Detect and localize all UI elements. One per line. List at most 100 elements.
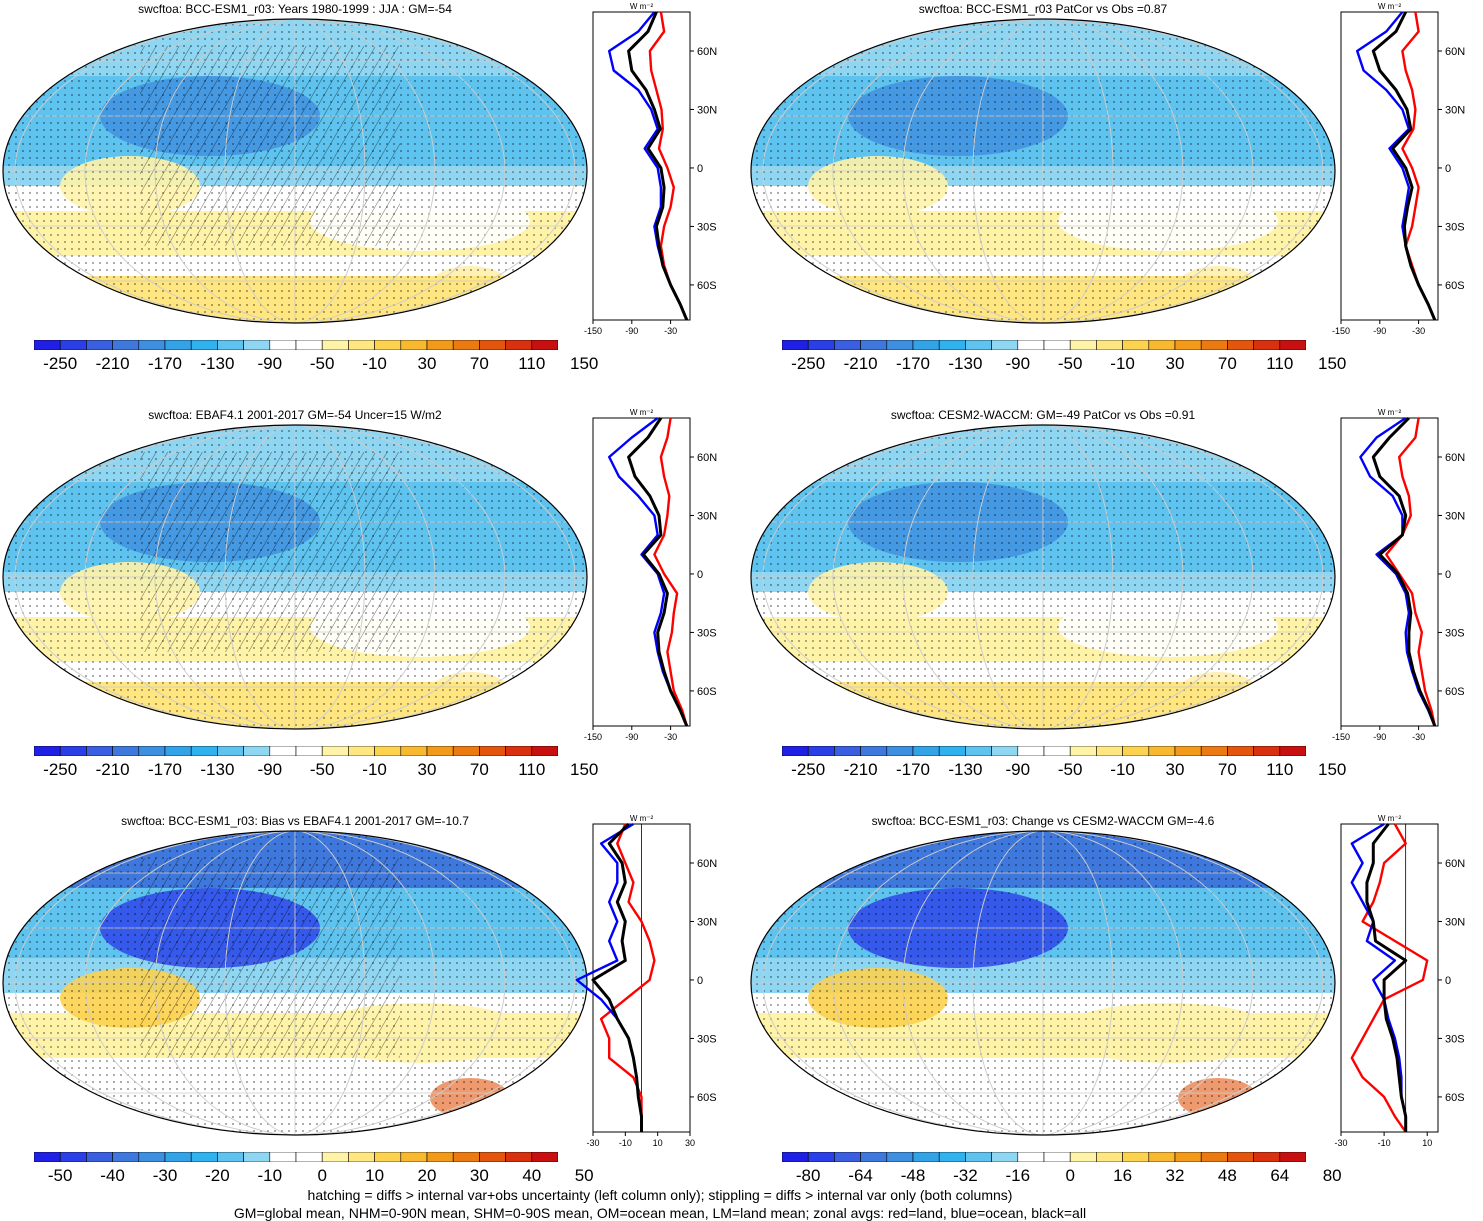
lat-tick-label: 30S bbox=[1445, 221, 1465, 233]
colorbar-tick-label: 30 bbox=[417, 354, 437, 373]
zonal-line-ocean bbox=[1350, 822, 1407, 1132]
map-plot bbox=[2, 424, 588, 730]
map-plot bbox=[750, 18, 1336, 324]
colorbar-tick-label: -250 bbox=[791, 354, 826, 373]
colorbar-tick-label: 30 bbox=[469, 1166, 489, 1185]
graticule-lon bbox=[832, 425, 1254, 729]
colorbar-swatch bbox=[531, 340, 558, 350]
colorbar-swatch bbox=[938, 1152, 966, 1162]
zonal-units-label: W m⁻² bbox=[1378, 2, 1402, 11]
zonal-frame bbox=[592, 417, 691, 727]
colorbar-swatch bbox=[426, 1152, 454, 1162]
lat-tick-label: 60S bbox=[1445, 280, 1465, 292]
lat-tick-label: 30S bbox=[697, 221, 717, 233]
colorbar-swatch bbox=[321, 1152, 349, 1162]
colorbar-swatch bbox=[217, 1152, 244, 1162]
graticule-lon bbox=[14, 831, 576, 1135]
colorbar-swatch bbox=[782, 746, 809, 756]
colorbar-swatch bbox=[59, 1152, 87, 1162]
graticule-lon bbox=[14, 19, 576, 323]
colorbar-swatch bbox=[190, 340, 218, 350]
lat-tick-label: 60N bbox=[697, 452, 717, 464]
colorbar-swatch bbox=[1096, 1152, 1123, 1162]
zonal-line-all bbox=[1371, 416, 1437, 727]
zonal-x-tick-label: -150 bbox=[1332, 326, 1350, 336]
map-plot bbox=[750, 424, 1336, 730]
colorbar-tick-label: 32 bbox=[1165, 1166, 1185, 1185]
colorbar-tick-label: -40 bbox=[100, 1166, 125, 1185]
colorbar-swatch bbox=[452, 340, 480, 350]
colorbar-swatch bbox=[1227, 1152, 1254, 1162]
colorbar-swatch bbox=[34, 1152, 61, 1162]
colorbar-tick-label: 70 bbox=[469, 760, 489, 779]
lat-tick-label: 0 bbox=[697, 975, 703, 987]
colorbar-swatch bbox=[452, 1152, 480, 1162]
colorbar-tick-label: -130 bbox=[200, 760, 235, 779]
lat-tick-label: 60N bbox=[697, 858, 717, 870]
map-border bbox=[750, 18, 1336, 324]
colorbar-swatch bbox=[1174, 340, 1202, 350]
graticule-lon bbox=[762, 831, 1324, 1135]
colorbar bbox=[34, 340, 558, 350]
colorbar-swatch bbox=[374, 746, 402, 756]
zonal-mean-plot: W m⁻² 60N 30N 0 30S 60S -150 -90 -30 bbox=[1332, 2, 1465, 336]
colorbar bbox=[34, 1152, 558, 1162]
colorbar-swatch bbox=[269, 746, 297, 756]
colorbar-tick-label: -50 bbox=[309, 354, 335, 373]
zonal-mean-plot: W m⁻² 60N 30N 0 30S 60S -150 -90 -30 bbox=[584, 408, 717, 742]
colorbar-swatch bbox=[295, 746, 323, 756]
graticule-lon bbox=[84, 425, 506, 729]
lat-tick-label: 30N bbox=[1445, 510, 1465, 522]
colorbar-swatch bbox=[295, 340, 323, 350]
colorbar-swatch bbox=[321, 340, 349, 350]
graticule-lon bbox=[84, 831, 506, 1135]
graticule-lon bbox=[224, 425, 366, 729]
zonal-units-label: W m⁻² bbox=[630, 408, 654, 417]
colorbar bbox=[782, 1152, 1306, 1162]
panel-title: swcftoa: CESM2-WACCM: GM=-49 PatCor vs O… bbox=[890, 408, 1196, 422]
colorbar-swatch bbox=[1200, 340, 1228, 350]
map-plot bbox=[2, 18, 588, 324]
zonal-mean-plot: W m⁻² 60N 30N 0 30S 60S -30 -10 10 30 bbox=[575, 814, 717, 1148]
colorbar-tick-label: -50 bbox=[1057, 354, 1083, 373]
colorbar-tick-label: -90 bbox=[1005, 354, 1031, 373]
graticule-lon bbox=[154, 425, 436, 729]
colorbar-tick-label: 110 bbox=[518, 760, 546, 779]
zonal-x-tick-label: -30 bbox=[664, 732, 677, 742]
colorbar-swatch bbox=[1017, 746, 1045, 756]
zonal-frame bbox=[1340, 11, 1439, 321]
zonal-units-label: W m⁻² bbox=[1378, 814, 1402, 823]
colorbar-swatch bbox=[164, 746, 192, 756]
colorbar-tick-label: -210 bbox=[843, 354, 878, 373]
colorbar-swatch bbox=[1017, 340, 1045, 350]
colorbar-tick-label: -250 bbox=[43, 760, 78, 779]
panel-title: swcftoa: BCC-ESM1_r03: Change vs CESM2-W… bbox=[871, 814, 1215, 828]
colorbar-swatch bbox=[938, 340, 966, 350]
colorbar-swatch bbox=[1174, 746, 1202, 756]
colorbar-swatch bbox=[269, 340, 297, 350]
colorbar-swatch bbox=[164, 1152, 192, 1162]
lat-tick-label: 30N bbox=[1445, 104, 1465, 116]
lat-tick-label: 30N bbox=[697, 510, 717, 522]
colorbar-swatch bbox=[834, 746, 861, 756]
colorbar-swatch bbox=[190, 1152, 218, 1162]
colorbar-tick-label: -210 bbox=[843, 760, 878, 779]
colorbar-swatch bbox=[164, 340, 192, 350]
graticule-lon bbox=[902, 19, 1184, 323]
colorbar-tick-label: -80 bbox=[795, 1166, 821, 1185]
colorbar-swatch bbox=[1122, 340, 1150, 350]
lat-tick-label: 60S bbox=[1445, 1092, 1465, 1104]
zonal-line-ocean bbox=[575, 822, 643, 1132]
colorbar-tick-label: 10 bbox=[365, 1166, 385, 1185]
colorbar-swatch bbox=[452, 746, 480, 756]
colorbar-swatch bbox=[1200, 746, 1228, 756]
colorbar-swatch bbox=[938, 746, 966, 756]
zonal-mean-plot: W m⁻² 60N 30N 0 30S 60S -30 -10 10 bbox=[1334, 814, 1465, 1148]
zonal-x-tick-label: -10 bbox=[619, 1138, 632, 1148]
colorbar-swatch bbox=[965, 340, 992, 350]
graticule-lon bbox=[224, 19, 366, 323]
colorbar-tick-label: -50 bbox=[47, 1166, 73, 1185]
colorbar-tick-label: 30 bbox=[1165, 354, 1185, 373]
colorbar-swatch bbox=[886, 1152, 914, 1162]
lat-tick-label: 0 bbox=[1445, 975, 1451, 987]
